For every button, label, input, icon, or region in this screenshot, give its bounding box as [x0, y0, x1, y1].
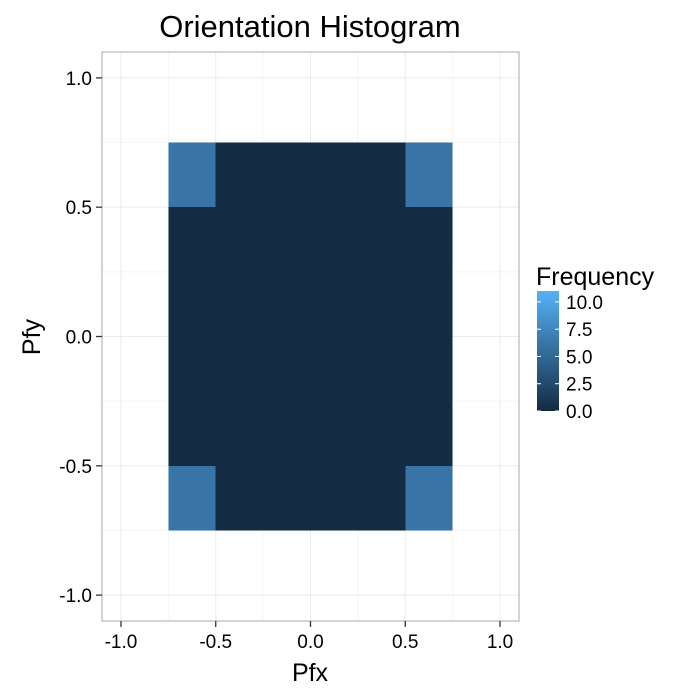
legend-ticks: 0.0 2.5 5.0 7.5 10.0	[537, 293, 603, 423]
x-tick-label: 0.0	[297, 632, 323, 653]
y-tick-label: -0.5	[59, 457, 92, 478]
x-tick-label: 0.5	[392, 632, 418, 653]
x-axis: -1.0 -0.5 0.0 0.5 1.0	[105, 621, 513, 653]
legend: Frequency 0.0 2.5 5.0 7.5 10.0	[536, 263, 655, 423]
heatmap-cell	[168, 465, 216, 531]
legend-tick-label: 5.0	[566, 347, 592, 368]
y-tick-label: -1.0	[59, 586, 92, 607]
heatmap-cells	[168, 142, 453, 531]
x-tick-label: 1.0	[487, 632, 513, 653]
legend-tick-label: 0.0	[566, 402, 592, 423]
x-tick-label: -0.5	[199, 632, 232, 653]
heatmap-cell	[215, 142, 406, 208]
y-axis: -1.0 -0.5 0.0 0.5 1.0	[59, 69, 102, 607]
heatmap-cell	[405, 465, 453, 531]
y-axis-title: Pfy	[18, 318, 46, 355]
heatmap-cell	[168, 142, 216, 208]
legend-colorbar	[537, 291, 559, 411]
heatmap-cell	[405, 142, 453, 208]
heatmap-cell	[215, 465, 406, 531]
chart-title: Orientation Histogram	[159, 9, 461, 44]
legend-tick-label: 2.5	[566, 375, 592, 396]
legend-tick-label: 7.5	[566, 320, 592, 341]
y-tick-label: 0.0	[66, 328, 92, 349]
heatmap-cell	[168, 207, 453, 466]
legend-title: Frequency	[536, 263, 655, 291]
y-tick-label: 1.0	[66, 69, 92, 90]
plot-panel	[101, 51, 520, 622]
x-axis-title: Pfx	[292, 659, 329, 687]
y-tick-label: 0.5	[66, 198, 92, 219]
x-tick-label: -1.0	[105, 632, 138, 653]
legend-tick-label: 10.0	[566, 293, 603, 314]
